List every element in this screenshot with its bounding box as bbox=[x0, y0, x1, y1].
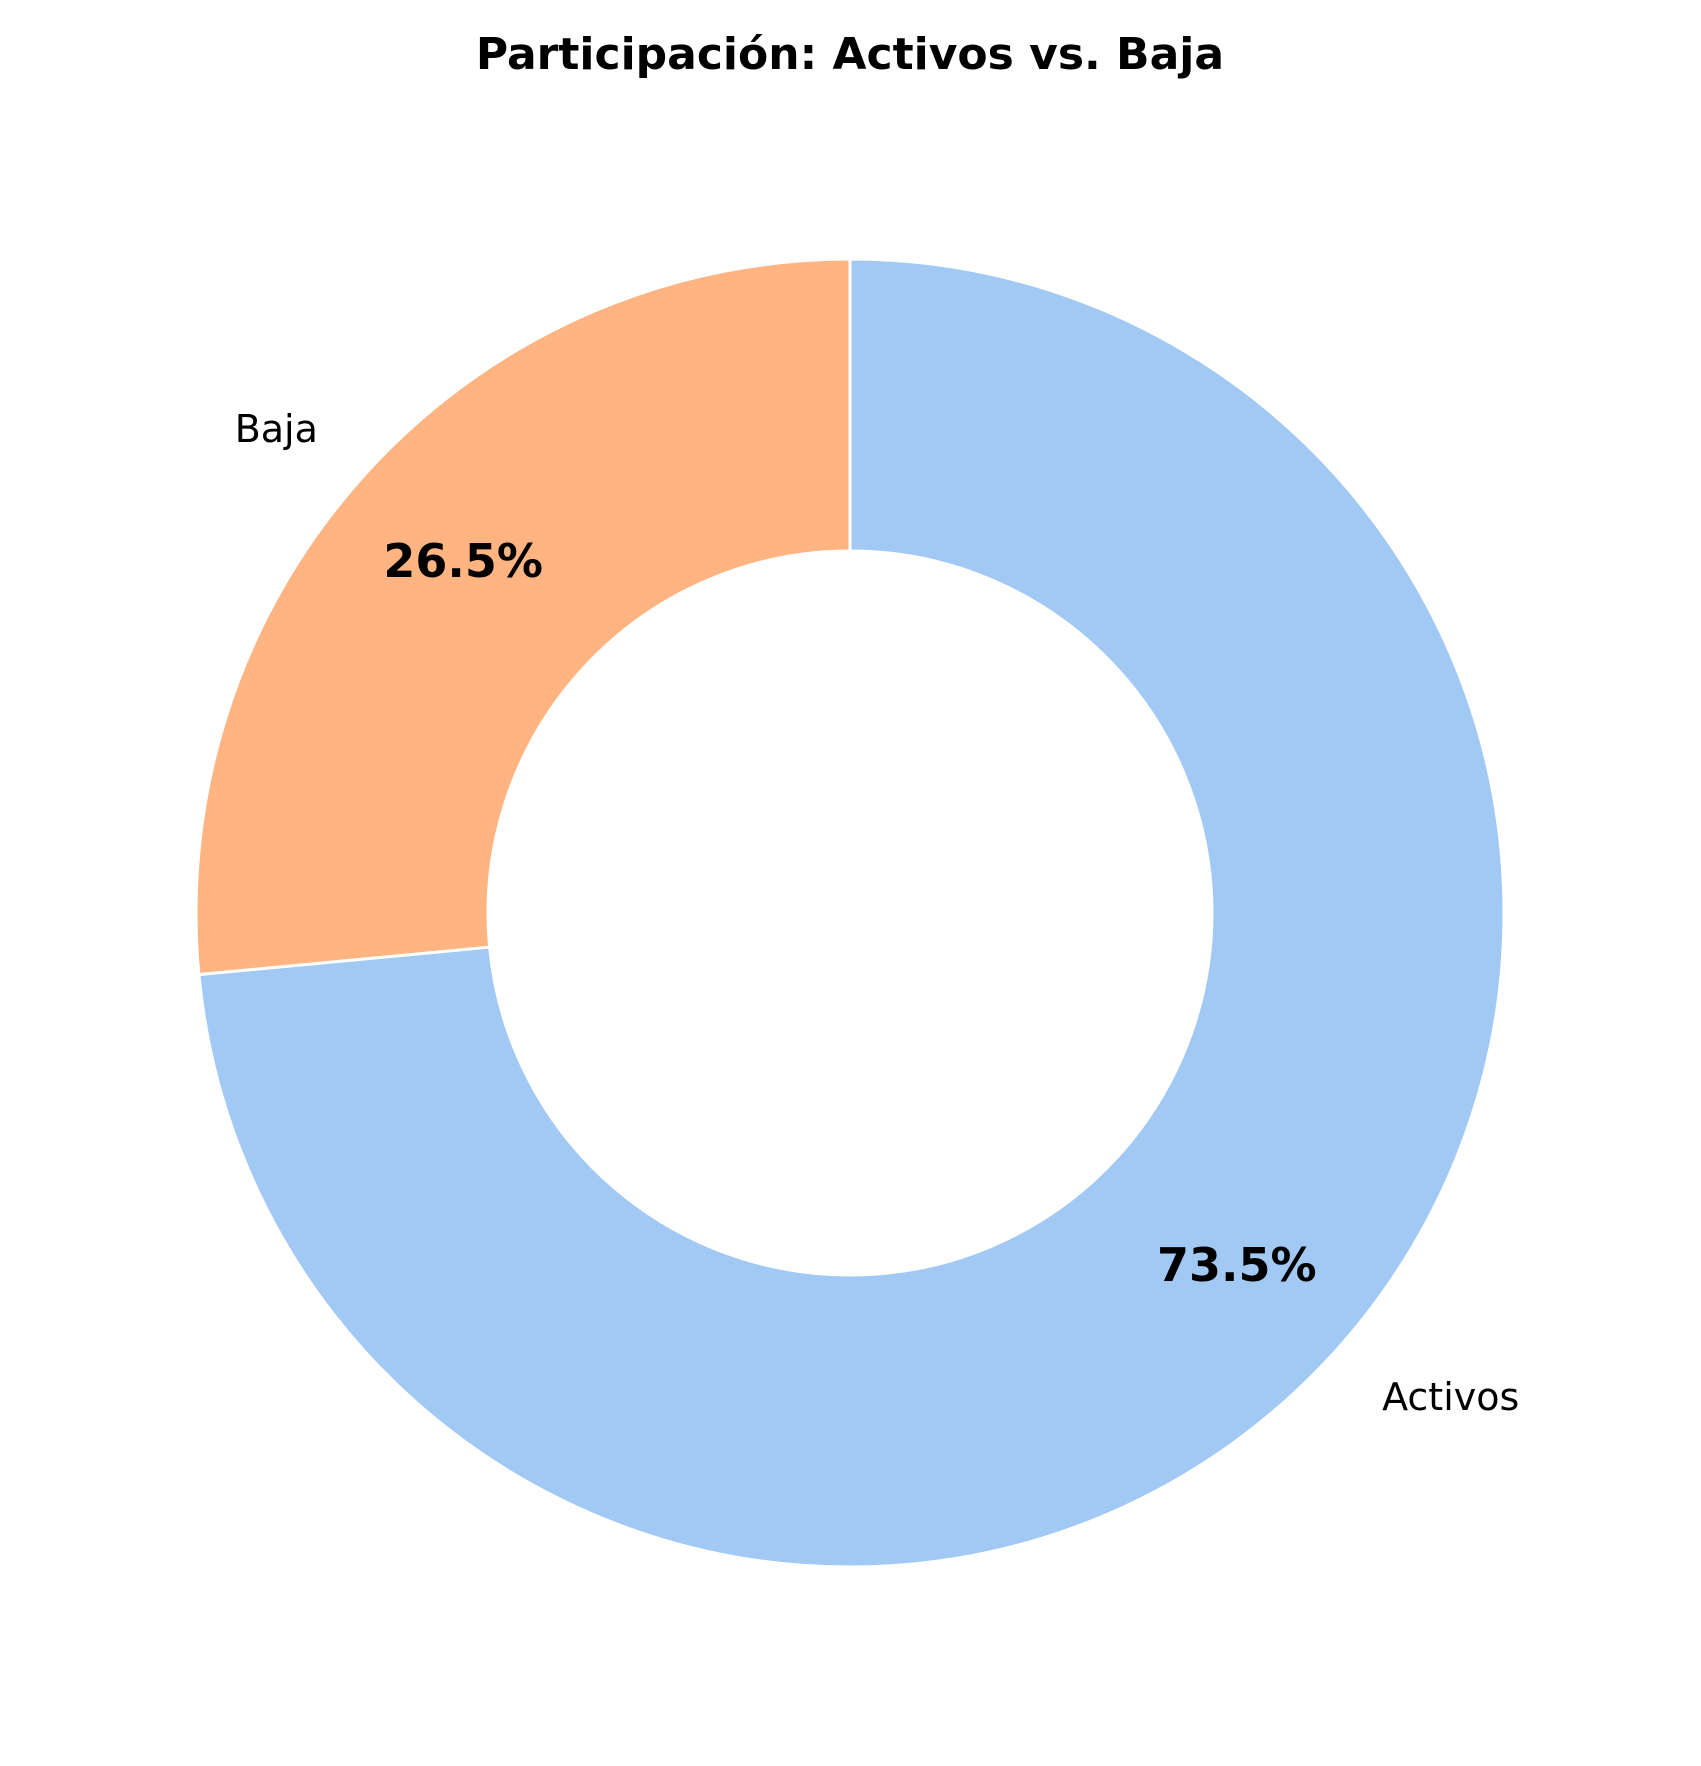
slice-activos bbox=[197, 257, 1506, 1569]
pct-label-baja: 26.5% bbox=[383, 534, 543, 588]
slices-layer bbox=[194, 257, 1506, 1569]
slice-label-baja: Baja bbox=[235, 407, 318, 451]
chart-title: Participación: Activos vs. Baja bbox=[476, 29, 1224, 80]
slice-baja bbox=[194, 257, 852, 977]
pct-label-activos: 73.5% bbox=[1157, 1238, 1317, 1292]
slice-label-activos: Activos bbox=[1382, 1375, 1519, 1419]
labels-layer: Activos 73.5% Baja 26.5% bbox=[235, 407, 1520, 1419]
